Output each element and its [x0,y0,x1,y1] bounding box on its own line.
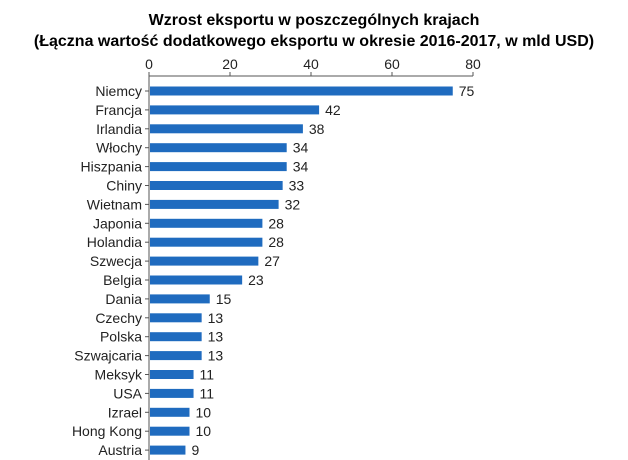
value-label: 13 [208,310,224,326]
category-label: Hiszpania [81,159,143,175]
category-label: Japonia [93,215,142,231]
value-label: 38 [309,121,325,137]
bar [150,143,287,153]
category-label: Izrael [108,404,142,420]
x-tick-label: 0 [145,56,153,72]
category-label: Niemcy [95,83,142,99]
bar [150,237,263,247]
value-label: 11 [200,385,215,401]
category-label: Belgia [103,272,142,288]
bar [150,313,202,323]
value-label: 75 [459,83,475,99]
chart-subtitle: (Łączna wartość dodatkowego eksportu w o… [33,33,595,50]
bar [150,332,202,342]
bar [150,294,210,304]
value-label: 34 [293,159,309,175]
bar [150,445,186,455]
bar [150,218,263,228]
category-label: Szwecja [90,253,142,269]
bar [150,199,279,209]
value-label: 42 [325,102,341,118]
value-label: 33 [289,178,305,194]
category-label: Polska [100,329,142,345]
category-label: USA [113,385,142,401]
bar [150,256,259,266]
value-label: 10 [196,404,212,420]
bar [150,388,194,398]
value-label: 11 [200,367,215,383]
category-label: Dania [105,291,142,307]
category-label: Włochy [96,140,142,156]
value-label: 34 [293,140,309,156]
value-label: 28 [268,234,284,250]
value-label: 28 [268,215,284,231]
x-tick-label: 80 [465,56,481,72]
category-label: Francja [95,102,142,118]
bar [150,181,283,190]
category-label: Szwajcaria [74,348,142,364]
value-label: 32 [285,196,301,212]
value-label: 9 [191,442,199,458]
bar [150,162,287,172]
bar [150,124,303,134]
x-tick-label: 40 [303,56,319,72]
value-label: 10 [196,423,212,439]
value-label: 13 [208,329,224,345]
bar [150,86,453,96]
category-label: Chiny [106,178,142,194]
x-tick-label: 20 [222,56,238,72]
chart-title: Wzrost eksportu w poszczególnych krajach [148,12,480,29]
category-label: Wietnam [87,196,142,212]
bar [150,275,243,285]
category-label: Holandia [87,234,142,250]
x-tick-label: 60 [384,56,400,72]
value-label: 27 [264,253,280,269]
category-label: Hong Kong [72,423,142,439]
category-label: Austria [98,442,142,458]
value-label: 13 [208,348,224,364]
value-label: 23 [248,272,264,288]
category-label: Irlandia [96,121,142,137]
bar [150,407,190,417]
category-label: Czechy [95,310,142,326]
value-label: 15 [216,291,232,307]
category-label: Meksyk [95,367,143,383]
bar [150,351,202,361]
bar [150,426,190,436]
bar [150,105,320,115]
bar [150,370,194,379]
